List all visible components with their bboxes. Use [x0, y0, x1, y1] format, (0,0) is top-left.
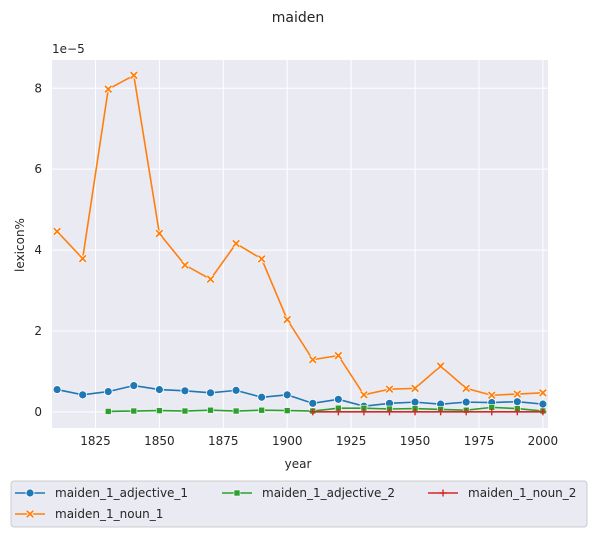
- data-point: [105, 86, 111, 92]
- data-point: [130, 382, 138, 390]
- y-axis-label: lexicon%: [13, 218, 27, 272]
- data-point: [155, 386, 163, 394]
- data-point: [258, 256, 264, 262]
- data-point: [310, 356, 316, 362]
- chart-title: maiden: [272, 10, 324, 26]
- data-point: [284, 408, 290, 414]
- data-point: [335, 352, 341, 358]
- y-tick-label: 4: [34, 243, 42, 257]
- data-point: [79, 391, 87, 399]
- data-point: [513, 398, 521, 406]
- legend-marker: [26, 489, 34, 497]
- legend: maiden_1_adjective_1 maiden_1_adjective_2…: [11, 481, 587, 527]
- data-point: [309, 399, 317, 407]
- data-point: [181, 387, 189, 395]
- x-tick-label: 1975: [464, 434, 495, 448]
- x-tick-label: 1925: [336, 434, 367, 448]
- data-point: [131, 408, 137, 414]
- data-point: [437, 363, 443, 369]
- legend-label: maiden_1_adjective_2: [262, 486, 395, 500]
- x-tick-label: 1875: [208, 434, 239, 448]
- legend-label: maiden_1_noun_1: [55, 507, 163, 521]
- data-point: [207, 389, 215, 397]
- legend-marker: [27, 511, 33, 517]
- x-axis-label: year: [285, 457, 312, 471]
- data-point: [105, 408, 111, 414]
- y-tick-label: 2: [34, 324, 42, 338]
- data-point: [104, 388, 112, 396]
- data-point: [233, 240, 239, 246]
- data-point: [258, 393, 266, 401]
- data-point: [156, 230, 162, 236]
- data-point: [208, 407, 214, 413]
- x-tick-label: 2000: [528, 434, 559, 448]
- x-tick-label: 1850: [144, 434, 175, 448]
- data-point: [283, 391, 291, 399]
- y-offset-label: 1e−5: [52, 42, 85, 56]
- data-point: [79, 255, 85, 261]
- data-point: [411, 398, 419, 406]
- legend-label: maiden_1_adjective_1: [55, 486, 188, 500]
- y-tick-label: 0: [34, 405, 42, 419]
- data-point: [489, 392, 495, 398]
- data-point: [540, 390, 546, 396]
- x-tick-label: 1950: [400, 434, 431, 448]
- data-point: [462, 398, 470, 406]
- data-point: [232, 386, 240, 394]
- data-point: [182, 262, 188, 268]
- legend-label: maiden_1_noun_2: [468, 486, 576, 500]
- y-tick-label: 8: [34, 81, 42, 95]
- data-point: [233, 408, 239, 414]
- data-point: [514, 391, 520, 397]
- data-point: [463, 385, 469, 391]
- data-point: [334, 395, 342, 403]
- data-point: [156, 408, 162, 414]
- data-point: [53, 386, 61, 394]
- x-tick-labels: 1825 1850 1875 1900 1925 1950 1975 2000: [80, 434, 558, 448]
- data-point: [361, 392, 367, 398]
- data-point: [259, 407, 265, 413]
- data-point: [207, 276, 213, 282]
- data-point: [284, 316, 290, 322]
- data-point: [386, 386, 392, 392]
- data-point: [412, 385, 418, 391]
- data-point: [182, 408, 188, 414]
- y-tick-label: 6: [34, 162, 42, 176]
- x-tick-label: 1900: [272, 434, 303, 448]
- x-tick-label: 1825: [80, 434, 111, 448]
- data-point: [131, 72, 137, 78]
- y-tick-labels: 0 2 4 6 8: [34, 81, 42, 419]
- legend-marker: [234, 490, 240, 496]
- data-point: [539, 400, 547, 408]
- plot-area: [52, 60, 548, 428]
- data-point: [54, 228, 60, 234]
